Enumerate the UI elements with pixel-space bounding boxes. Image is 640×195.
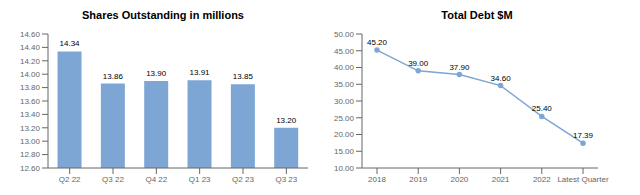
svg-text:2021: 2021	[492, 175, 510, 184]
svg-text:25.00: 25.00	[334, 114, 355, 123]
svg-text:2019: 2019	[409, 175, 427, 184]
svg-text:14.00: 14.00	[20, 70, 41, 79]
svg-text:13.80: 13.80	[20, 83, 41, 92]
svg-text:10.00: 10.00	[334, 164, 355, 173]
html-text:Shares Outstanding in millions: Shares Outstanding in millions	[82, 9, 244, 21]
svg-text:14.34: 14.34	[60, 39, 81, 48]
svg-text:12.80: 12.80	[20, 150, 41, 159]
svg-text:15.00: 15.00	[334, 147, 355, 156]
svg-text:20.00: 20.00	[334, 130, 355, 139]
svg-text:14.60: 14.60	[20, 30, 41, 39]
svg-text:39.00: 39.00	[408, 59, 429, 68]
svg-text:13.00: 13.00	[20, 137, 41, 146]
svg-text:25.40: 25.40	[532, 104, 553, 113]
svg-text:Q2 22: Q2 22	[59, 175, 81, 184]
svg-text:13.20: 13.20	[20, 124, 41, 133]
svg-text:2020: 2020	[451, 175, 469, 184]
svg-text:13.86: 13.86	[103, 72, 124, 81]
svg-text:50.00: 50.00	[334, 30, 355, 39]
svg-text:13.20: 13.20	[276, 116, 297, 125]
svg-text:Q3 23: Q3 23	[275, 175, 297, 184]
svg-text:13.60: 13.60	[20, 97, 41, 106]
svg-text:45.20: 45.20	[367, 38, 388, 47]
svg-text:13.90: 13.90	[146, 69, 167, 78]
svg-text:34.60: 34.60	[491, 74, 512, 83]
svg-text:35.00: 35.00	[334, 80, 355, 89]
svg-text:Q4 22: Q4 22	[145, 175, 167, 184]
svg-text:12.60: 12.60	[20, 164, 41, 173]
svg-text:Q2 23: Q2 23	[232, 175, 254, 184]
svg-text:40.00: 40.00	[334, 63, 355, 72]
svg-text:13.40: 13.40	[20, 110, 41, 119]
svg-text:14.40: 14.40	[20, 43, 41, 52]
svg-text:13.85: 13.85	[233, 72, 254, 81]
svg-text:2018: 2018	[368, 175, 386, 184]
svg-text:Latest Quarter: Latest Quarter	[557, 175, 608, 184]
svg-text:Q1 23: Q1 23	[189, 175, 211, 184]
svg-text:Q3 22: Q3 22	[102, 175, 124, 184]
html-text:Total Debt $M: Total Debt $M	[441, 9, 513, 21]
svg-text:37.90: 37.90	[449, 63, 470, 72]
svg-text:30.00: 30.00	[334, 97, 355, 106]
svg-text:17.39: 17.39	[573, 131, 594, 140]
svg-text:2022: 2022	[533, 175, 551, 184]
svg-text:13.91: 13.91	[190, 68, 211, 77]
svg-text:45.00: 45.00	[334, 47, 355, 56]
svg-text:14.20: 14.20	[20, 57, 41, 66]
